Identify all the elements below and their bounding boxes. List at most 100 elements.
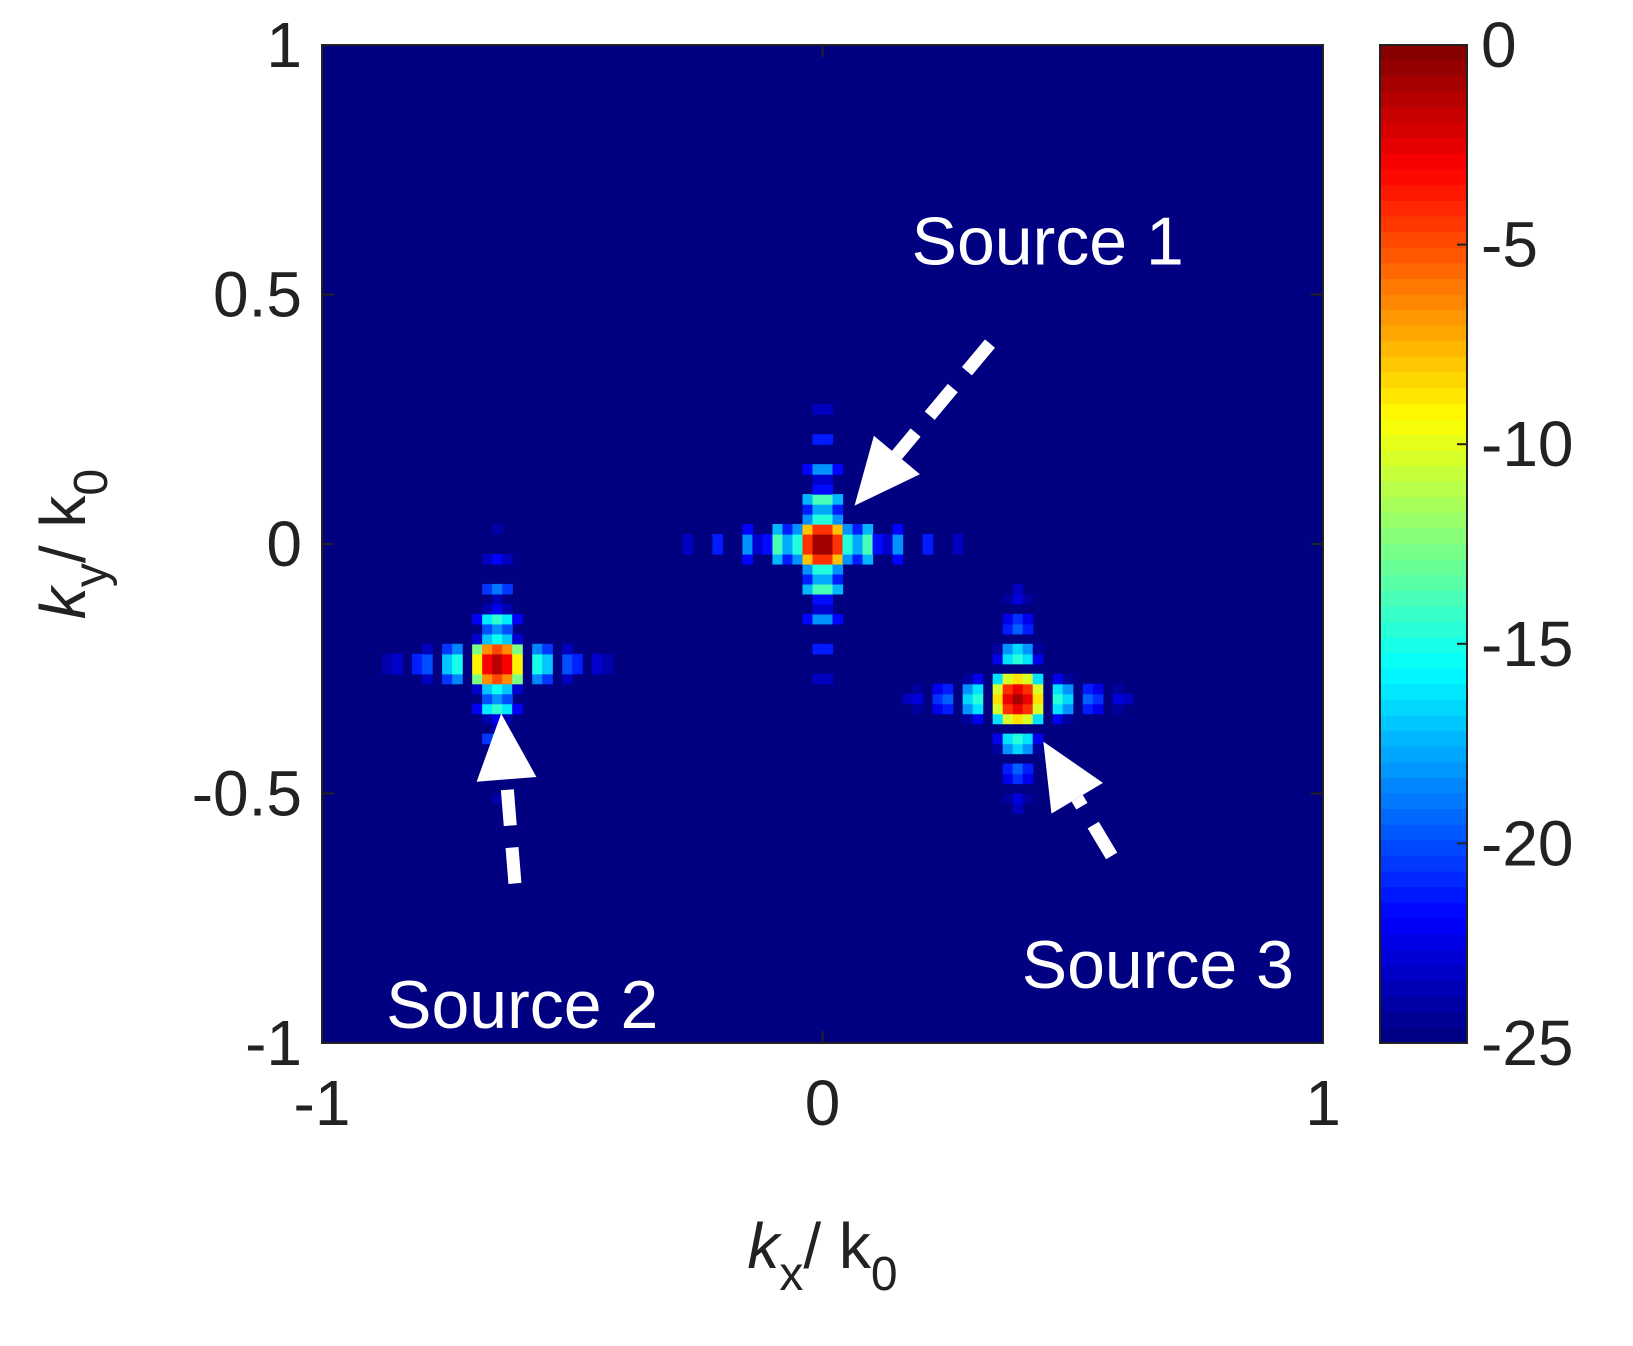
heatmap-cell bbox=[992, 683, 1004, 695]
heatmap-cell bbox=[802, 553, 814, 565]
heatmap-cell bbox=[882, 544, 894, 555]
heatmap-cell bbox=[812, 593, 824, 605]
colorbar-segment bbox=[1380, 294, 1467, 311]
heatmap-cell bbox=[832, 553, 844, 565]
annotation-label: Source 2 bbox=[386, 967, 658, 1043]
heatmap-cell bbox=[1012, 713, 1024, 725]
heatmap-cell bbox=[802, 514, 814, 525]
heatmap-cell bbox=[482, 643, 493, 655]
heatmap-cell bbox=[492, 603, 503, 615]
heatmap-cell bbox=[1022, 713, 1034, 725]
y-axis-label-sub2: 0 bbox=[65, 469, 118, 496]
heatmap-cell bbox=[1022, 763, 1034, 775]
y-axis-label-sub: y bbox=[65, 563, 118, 587]
colorbar-segment bbox=[1380, 466, 1467, 483]
heatmap-cell bbox=[832, 544, 844, 555]
heatmap-cell bbox=[802, 563, 814, 575]
heatmap-cell bbox=[922, 544, 934, 555]
heatmap-cell bbox=[472, 673, 483, 685]
arrow-head bbox=[854, 435, 920, 506]
heatmap-cell bbox=[792, 524, 804, 535]
heatmap-cell bbox=[872, 544, 884, 555]
heatmap-cell bbox=[742, 524, 754, 535]
heatmap-cell bbox=[382, 663, 393, 675]
heatmap-cell bbox=[862, 524, 874, 535]
annotations: Source 1 Source 2 Source 3 bbox=[386, 204, 1294, 1044]
heatmap-cell bbox=[812, 603, 824, 615]
heatmap-cell bbox=[992, 733, 1004, 745]
colorbar-segment bbox=[1380, 91, 1467, 108]
heatmap-cell bbox=[482, 623, 493, 635]
heatmap-cell bbox=[1032, 743, 1044, 755]
colorbar-tick-label: -10 bbox=[1481, 408, 1574, 480]
heatmap-cell bbox=[512, 703, 523, 715]
colorbar-segment bbox=[1380, 793, 1467, 810]
heatmap-cell bbox=[892, 534, 904, 545]
heatmap-cell bbox=[1002, 593, 1014, 605]
heatmap-cell bbox=[812, 534, 824, 545]
heatmap-cell bbox=[812, 643, 824, 655]
heatmap-cell bbox=[962, 693, 974, 705]
y-tick-label: -1 bbox=[245, 1007, 302, 1079]
heatmap-cell bbox=[492, 693, 503, 705]
heatmap-cell bbox=[1092, 703, 1104, 715]
heatmap-cell bbox=[502, 603, 513, 615]
heatmap-cell bbox=[452, 643, 463, 655]
heatmap-cell bbox=[502, 583, 513, 595]
heatmap-cell bbox=[482, 653, 493, 665]
heatmap-cell bbox=[1022, 683, 1034, 695]
heatmap-cell bbox=[922, 534, 934, 545]
heatmap-cell bbox=[752, 544, 764, 555]
heatmap-cell bbox=[942, 703, 954, 715]
heatmap-cell bbox=[1032, 653, 1044, 665]
heatmap-cell bbox=[1062, 713, 1074, 725]
heatmap-cell bbox=[1052, 683, 1064, 695]
heatmap-cell bbox=[762, 534, 774, 545]
x-tick-label: -1 bbox=[294, 1067, 351, 1139]
heatmap-cell bbox=[822, 613, 834, 625]
colorbar-segment bbox=[1380, 824, 1467, 841]
heatmap-cell bbox=[542, 673, 553, 685]
heatmap-cell bbox=[822, 643, 834, 655]
heatmap-cell bbox=[1022, 673, 1034, 685]
annotation-label: Source 1 bbox=[912, 204, 1184, 280]
heatmap-cell bbox=[932, 703, 944, 715]
heatmap-cell bbox=[812, 504, 824, 515]
heatmap-cell bbox=[682, 544, 693, 555]
colorbar-segment bbox=[1380, 996, 1467, 1013]
arrow-head bbox=[476, 713, 537, 782]
heatmap-cell bbox=[1022, 733, 1034, 745]
heatmap-cell bbox=[892, 553, 904, 565]
heatmap-cell bbox=[482, 673, 493, 685]
heatmap-cell bbox=[1002, 613, 1014, 625]
heatmap-cell bbox=[822, 593, 834, 605]
heatmap-cell bbox=[1022, 743, 1034, 755]
heatmap-cell bbox=[972, 673, 984, 685]
heatmap-cell bbox=[562, 653, 573, 665]
heatmap-cell bbox=[822, 583, 834, 595]
heatmap-cell bbox=[392, 653, 403, 665]
heatmap-cell bbox=[492, 713, 503, 725]
heatmap-cell bbox=[792, 553, 804, 565]
heatmap-cell bbox=[892, 544, 904, 555]
heatmap-cell bbox=[442, 643, 453, 655]
colorbar-segment bbox=[1380, 60, 1467, 77]
x-axis-label-sub2: 0 bbox=[871, 1248, 898, 1301]
colorbar-segment bbox=[1380, 403, 1467, 420]
heatmap-cell bbox=[852, 534, 864, 545]
heatmap-cell bbox=[512, 683, 523, 695]
colorbar-segment bbox=[1380, 918, 1467, 935]
colorbar-segment bbox=[1380, 668, 1467, 685]
heatmap-cell bbox=[812, 524, 824, 535]
heatmap-cell bbox=[822, 573, 834, 585]
colorbar-segment bbox=[1380, 809, 1467, 826]
heatmap-cell bbox=[512, 653, 523, 665]
heatmap-cell bbox=[762, 544, 774, 555]
heatmap-cell bbox=[822, 524, 834, 535]
colorbar-segment bbox=[1380, 855, 1467, 873]
heatmap-cell bbox=[1032, 733, 1044, 745]
heatmap-cell bbox=[1022, 703, 1034, 715]
heatmap-cell bbox=[1002, 773, 1014, 785]
heatmap-cell bbox=[1012, 583, 1024, 595]
heatmap-cell bbox=[812, 553, 824, 565]
